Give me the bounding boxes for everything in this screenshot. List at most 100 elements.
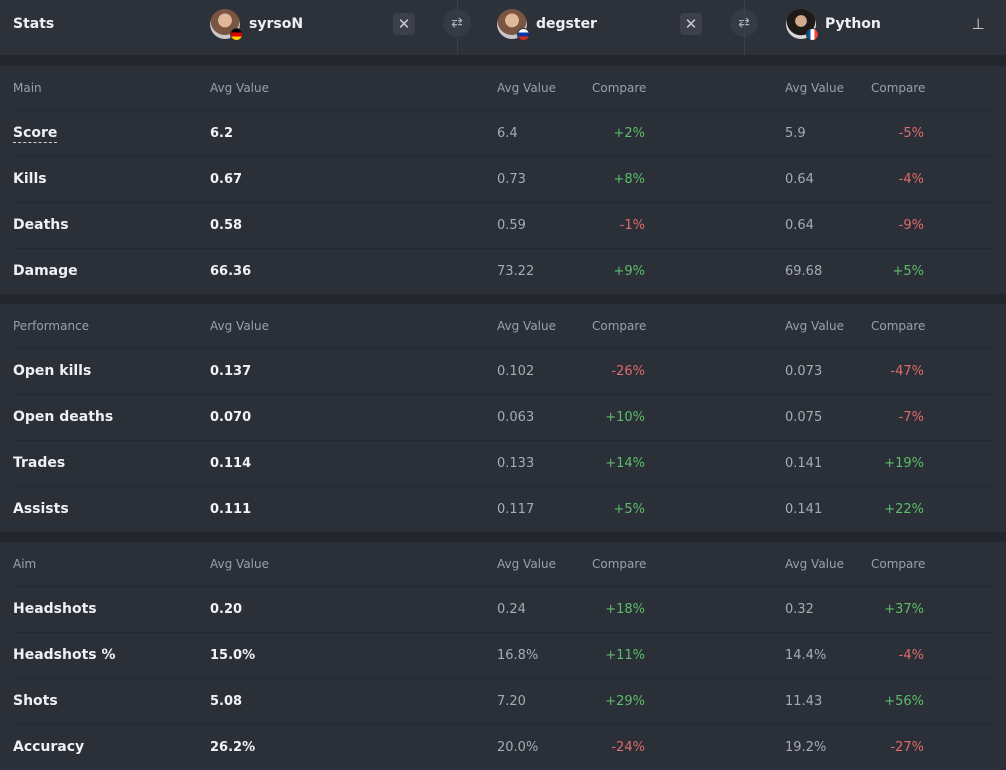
flag-germany-icon <box>230 28 243 41</box>
column-header-compare: Compare <box>592 557 647 571</box>
section-divider <box>0 532 1006 542</box>
player-1-value: 0.070 <box>210 410 252 425</box>
section-divider <box>0 56 1006 66</box>
flag-france-icon <box>806 28 819 41</box>
column-header-compare: Compare <box>592 319 647 333</box>
player-3-value: 19.2% <box>785 740 827 755</box>
player-3-compare: +19% <box>884 456 924 471</box>
stat-row: Open kills 0.137 0.102 -26% 0.073 -47% <box>13 349 993 395</box>
section-header-row: Performance Avg Value Avg Value Compare Avg … <box>13 304 993 349</box>
player-3-value: 0.64 <box>785 218 814 233</box>
player-1-value: 0.67 <box>210 172 243 187</box>
flag-russia-icon <box>517 28 530 41</box>
player-3-value: 0.141 <box>785 456 823 471</box>
player-3-compare: -47% <box>890 364 924 379</box>
stat-row: Headshots % 15.0% 16.8% +11% 14.4% -4% <box>13 633 993 679</box>
player-3-compare: -4% <box>898 172 924 187</box>
player-2-value: 0.102 <box>497 364 535 379</box>
remove-player-1-button[interactable]: ✕ <box>393 13 415 35</box>
section-title: Performance <box>13 319 90 333</box>
pin-icon[interactable]: ⊥ <box>971 15 985 33</box>
column-header-avg: Avg Value <box>785 81 844 95</box>
player-3-value: 0.141 <box>785 502 823 517</box>
column-divider <box>457 0 458 55</box>
player-2-compare: +18% <box>605 602 645 617</box>
player-2-value: 0.063 <box>497 410 535 425</box>
player-3-compare: -5% <box>898 126 924 141</box>
stats-title: Stats <box>13 16 55 32</box>
stat-label: Headshots <box>13 601 97 617</box>
player-2-compare: -24% <box>611 740 645 755</box>
stat-row: Score 6.2 6.4 +2% 5.9 -5% <box>13 111 993 157</box>
player-2-compare: +10% <box>605 410 645 425</box>
player-2-value: 0.73 <box>497 172 526 187</box>
player-1-value: 0.20 <box>210 602 243 617</box>
player-2-value: 0.59 <box>497 218 526 233</box>
player-3-value: 0.075 <box>785 410 823 425</box>
player-3-compare: +5% <box>892 264 924 279</box>
player-1-value: 0.114 <box>210 456 252 471</box>
stat-label: Open deaths <box>13 409 114 425</box>
column-header-avg: Avg Value <box>210 81 269 95</box>
player-2-value: 20.0% <box>497 740 539 755</box>
player-3-value: 0.32 <box>785 602 814 617</box>
player-3-compare: -9% <box>898 218 924 233</box>
player-3-value: 11.43 <box>785 694 823 709</box>
player-1-value: 5.08 <box>210 694 243 709</box>
column-header-avg: Avg Value <box>210 319 269 333</box>
section-title: Aim <box>13 557 37 571</box>
player-3-compare: -4% <box>898 648 924 663</box>
stat-row: Open deaths 0.070 0.063 +10% 0.075 -7% <box>13 395 993 441</box>
player-1-value: 6.2 <box>210 126 234 141</box>
stat-row: Trades 0.114 0.133 +14% 0.141 +19% <box>13 441 993 487</box>
column-header-compare: Compare <box>592 81 647 95</box>
stat-label: Headshots % <box>13 647 116 663</box>
player-avatar <box>786 9 819 41</box>
player-2-compare: +14% <box>605 456 645 471</box>
player-avatar <box>210 9 243 41</box>
column-divider <box>744 0 745 55</box>
section-header-row: Main Avg Value Avg Value Compare Avg Value Co… <box>13 66 993 111</box>
section-header-row: Aim Avg Value Avg Value Compare Avg Value Com… <box>13 542 993 587</box>
player-1-value: 0.137 <box>210 364 252 379</box>
column-header-avg: Avg Value <box>497 81 556 95</box>
player-1-value: 66.36 <box>210 264 252 279</box>
remove-player-2-button[interactable]: ✕ <box>680 13 702 35</box>
player-1[interactable]: syrsoN <box>210 8 303 41</box>
player-3[interactable]: Python <box>786 8 881 41</box>
player-2-compare: +9% <box>613 264 645 279</box>
column-header-avg: Avg Value <box>497 319 556 333</box>
player-avatar <box>497 9 530 41</box>
section-title: Main <box>13 81 42 95</box>
player-3-value: 0.64 <box>785 172 814 187</box>
stat-label: Accuracy <box>13 739 85 755</box>
player-2-compare: +8% <box>613 172 645 187</box>
stat-label: Deaths <box>13 217 69 233</box>
column-header-avg: Avg Value <box>785 319 844 333</box>
player-1-value: 0.111 <box>210 502 252 517</box>
stat-label: Open kills <box>13 363 92 379</box>
stat-row: Kills 0.67 0.73 +8% 0.64 -4% <box>13 157 993 203</box>
player-2-value: 0.117 <box>497 502 535 517</box>
player-2-value: 73.22 <box>497 264 535 279</box>
player-2[interactable]: degster <box>497 8 597 41</box>
player-name: Python <box>825 16 881 32</box>
player-3-value: 69.68 <box>785 264 823 279</box>
stat-label[interactable]: Score <box>13 125 58 143</box>
section-main: Main Avg Value Avg Value Compare Avg Value Co… <box>0 66 1006 294</box>
player-2-value: 7.20 <box>497 694 526 709</box>
player-3-compare: -7% <box>898 410 924 425</box>
player-3-compare: -27% <box>890 740 924 755</box>
section-divider <box>0 294 1006 304</box>
stat-label: Damage <box>13 263 78 279</box>
column-header-compare: Compare <box>871 319 926 333</box>
section-performance: Performance Avg Value Avg Value Compare Avg … <box>0 304 1006 532</box>
stat-row: Assists 0.111 0.117 +5% 0.141 +22% <box>13 487 993 532</box>
stat-row: Shots 5.08 7.20 +29% 11.43 +56% <box>13 679 993 725</box>
player-1-value: 26.2% <box>210 740 256 755</box>
player-2-compare: +2% <box>613 126 645 141</box>
player-3-value: 14.4% <box>785 648 827 663</box>
stat-row: Headshots 0.20 0.24 +18% 0.32 +37% <box>13 587 993 633</box>
stat-row: Accuracy 26.2% 20.0% -24% 19.2% -27% <box>13 725 993 770</box>
player-2-value: 16.8% <box>497 648 539 663</box>
